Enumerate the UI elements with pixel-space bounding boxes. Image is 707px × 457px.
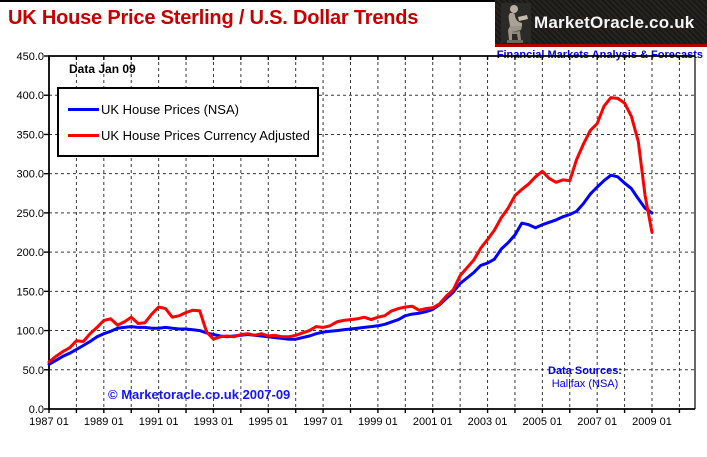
svg-text:150.0: 150.0 [16, 286, 44, 298]
svg-text:1993 01: 1993 01 [194, 416, 234, 428]
svg-text:1999 01: 1999 01 [358, 416, 398, 428]
axes [48, 55, 696, 410]
svg-text:450.0: 450.0 [16, 51, 44, 63]
series-line-0 [47, 173, 654, 366]
svg-text:1989 01: 1989 01 [84, 416, 124, 428]
data-sources-title: Data Sources: [548, 365, 622, 377]
svg-text:1997 01: 1997 01 [303, 416, 343, 428]
oracle-figure-icon [501, 3, 531, 43]
logo-text: MarketOracle.co.uk [534, 13, 695, 32]
svg-text:1987 01: 1987 01 [29, 416, 69, 428]
gridlines [49, 56, 695, 409]
svg-text:300.0: 300.0 [16, 169, 44, 181]
data-sources-value: Halifax (NSA) [551, 378, 619, 390]
svg-text:100.0: 100.0 [16, 326, 44, 338]
svg-text:2005 01: 2005 01 [522, 416, 562, 428]
marketoracle-logo: MarketOracle.co.uk [495, 0, 707, 47]
logo-red-strip [495, 44, 707, 47]
svg-text:1995 01: 1995 01 [248, 416, 288, 428]
copyright-note: © Marketoracle.co.uk 2007-09 [108, 387, 291, 402]
svg-text:2009 01: 2009 01 [632, 416, 672, 428]
axis-labels: 0.0 50.0 100.0 150.0 200.0 250.0 300.0 350.0 400… [16, 51, 671, 428]
svg-text:350.0: 350.0 [16, 129, 44, 141]
legend-item-nsa: UK House Prices (NSA) [59, 96, 317, 122]
top-divider [0, 0, 707, 2]
data-sources: Data Sources: Halifax (NSA) [505, 365, 665, 391]
svg-text:50.0: 50.0 [23, 365, 44, 377]
svg-text:0.0: 0.0 [29, 404, 44, 416]
svg-text:250.0: 250.0 [16, 208, 44, 220]
svg-text:2003 01: 2003 01 [468, 416, 508, 428]
chart-legend: UK House Prices (NSA) UK House Prices Cu… [57, 87, 319, 157]
legend-item-currency-adjusted: UK House Prices Currency Adjusted [59, 122, 317, 148]
svg-text:200.0: 200.0 [16, 247, 44, 259]
svg-text:1991 01: 1991 01 [139, 416, 179, 428]
svg-text:2001 01: 2001 01 [413, 416, 453, 428]
legend-swatch-blue [68, 107, 99, 111]
svg-text:2007 01: 2007 01 [577, 416, 617, 428]
legend-label: UK House Prices (NSA) [101, 101, 239, 117]
axis-ticks [44, 55, 681, 413]
svg-text:400.0: 400.0 [16, 90, 44, 102]
series-line-1 [47, 96, 654, 364]
data-asof-label: Data Jan 09 [69, 62, 136, 76]
legend-label: UK House Prices Currency Adjusted [101, 127, 310, 143]
legend-swatch-red [68, 133, 99, 137]
page-title: UK House Price Sterling / U.S. Dollar Tr… [8, 7, 419, 29]
